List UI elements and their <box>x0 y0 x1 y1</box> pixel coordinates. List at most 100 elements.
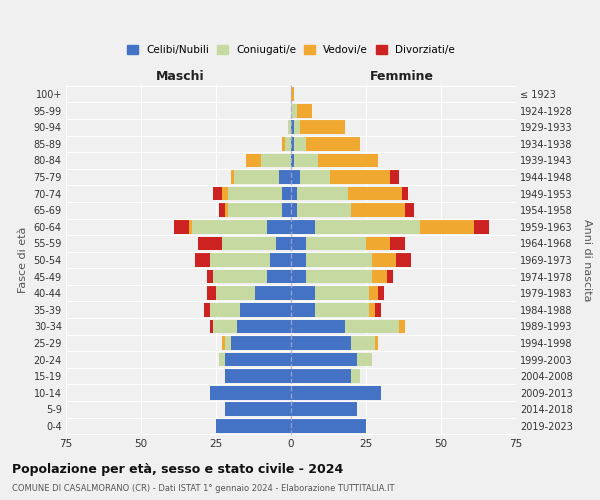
Bar <box>375 303 381 316</box>
Bar <box>291 303 315 316</box>
Bar <box>348 187 402 200</box>
Bar <box>270 253 291 267</box>
Bar <box>222 187 228 200</box>
Bar <box>390 170 399 184</box>
Bar <box>402 187 408 200</box>
Bar <box>291 104 297 118</box>
Bar <box>255 286 291 300</box>
Bar <box>210 386 291 400</box>
Bar <box>372 253 396 267</box>
Bar <box>330 170 390 184</box>
Bar <box>291 220 315 234</box>
Bar <box>246 154 261 168</box>
Bar <box>228 187 282 200</box>
Bar <box>285 137 291 150</box>
Bar <box>300 170 330 184</box>
Bar <box>372 270 387 283</box>
Bar <box>315 303 369 316</box>
Bar <box>291 137 294 150</box>
Bar <box>189 220 192 234</box>
Bar <box>213 270 267 283</box>
Bar <box>318 154 378 168</box>
Bar <box>351 370 360 383</box>
Bar <box>237 320 291 333</box>
Bar <box>390 236 405 250</box>
Bar <box>276 236 291 250</box>
Bar <box>192 220 267 234</box>
Bar <box>375 336 378 349</box>
Bar <box>315 220 420 234</box>
Bar <box>219 352 225 366</box>
Bar <box>204 303 210 316</box>
Bar <box>219 204 225 217</box>
Bar <box>279 170 291 184</box>
Bar <box>306 236 366 250</box>
Bar <box>357 352 372 366</box>
Bar <box>225 352 291 366</box>
Bar <box>345 320 399 333</box>
Bar <box>294 137 306 150</box>
Bar <box>291 154 294 168</box>
Bar <box>198 236 222 250</box>
Bar <box>297 187 348 200</box>
Bar <box>294 120 300 134</box>
Bar <box>216 286 255 300</box>
Bar <box>282 187 291 200</box>
Bar <box>291 370 351 383</box>
Text: COMUNE DI CASALMORANO (CR) - Dati ISTAT 1° gennaio 2024 - Elaborazione TUTTITALI: COMUNE DI CASALMORANO (CR) - Dati ISTAT … <box>12 484 395 493</box>
Bar <box>396 253 411 267</box>
Bar <box>240 303 291 316</box>
Bar <box>300 120 345 134</box>
Y-axis label: Anni di nascita: Anni di nascita <box>583 219 592 301</box>
Bar <box>213 320 237 333</box>
Legend: Celibi/Nubili, Coniugati/e, Vedovi/e, Divorziati/e: Celibi/Nubili, Coniugati/e, Vedovi/e, Di… <box>123 41 459 60</box>
Text: Maschi: Maschi <box>155 70 205 82</box>
Bar <box>267 270 291 283</box>
Bar <box>222 236 276 250</box>
Bar <box>216 419 291 432</box>
Bar <box>297 104 312 118</box>
Bar <box>369 303 375 316</box>
Bar <box>366 236 390 250</box>
Bar <box>291 270 306 283</box>
Text: Femmine: Femmine <box>370 70 434 82</box>
Bar <box>315 286 369 300</box>
Bar <box>291 253 306 267</box>
Bar <box>291 386 381 400</box>
Bar <box>399 320 405 333</box>
Bar <box>306 253 372 267</box>
Bar <box>369 286 378 300</box>
Bar <box>351 336 375 349</box>
Text: Popolazione per età, sesso e stato civile - 2024: Popolazione per età, sesso e stato civil… <box>12 462 343 475</box>
Bar <box>351 204 405 217</box>
Bar <box>210 253 270 267</box>
Bar <box>174 220 189 234</box>
Bar <box>207 286 216 300</box>
Bar <box>225 402 291 416</box>
Bar <box>294 154 318 168</box>
Bar <box>291 336 351 349</box>
Bar <box>225 336 231 349</box>
Bar <box>420 220 474 234</box>
Y-axis label: Fasce di età: Fasce di età <box>18 227 28 293</box>
Bar <box>267 220 291 234</box>
Bar <box>291 402 357 416</box>
Bar <box>282 204 291 217</box>
Bar <box>291 286 315 300</box>
Bar <box>225 204 228 217</box>
Bar <box>474 220 489 234</box>
Bar <box>405 204 414 217</box>
Bar <box>231 336 291 349</box>
Bar <box>282 137 285 150</box>
Bar <box>291 187 297 200</box>
Bar <box>291 120 294 134</box>
Bar <box>261 154 291 168</box>
Bar <box>210 303 240 316</box>
Bar <box>231 170 234 184</box>
Bar <box>228 204 282 217</box>
Bar <box>210 320 213 333</box>
Bar <box>306 137 360 150</box>
Bar <box>288 120 291 134</box>
Bar <box>378 286 384 300</box>
Bar <box>207 270 213 283</box>
